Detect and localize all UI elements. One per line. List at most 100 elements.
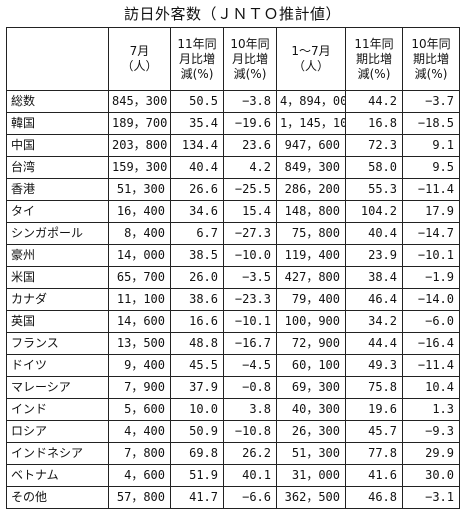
period-vs-2011-cell: 104.2 bbox=[345, 200, 403, 223]
jan-jul-visitors-cell: 849，300 bbox=[276, 156, 346, 179]
period-vs-2010-cell: −10.1 bbox=[402, 244, 460, 267]
period-vs-2011-cell: 44.4 bbox=[345, 332, 403, 355]
july-visitors-cell: 51，300 bbox=[108, 178, 171, 201]
period-vs-2010-cell: −16.4 bbox=[402, 332, 460, 355]
july-visitors-cell: 11，100 bbox=[108, 288, 171, 311]
table-header-row: 7月 （人） 11年同 月比増 減(%) 10年同 月比増 減(%) 1～7月 … bbox=[6, 27, 460, 91]
july-vs-2011-cell: 45.5 bbox=[170, 354, 224, 377]
jan-jul-visitors-cell: 427，800 bbox=[276, 266, 346, 289]
july-vs-2010-cell: 3.8 bbox=[223, 398, 277, 421]
period-vs-2010-cell: 29.9 bbox=[402, 442, 460, 465]
country-name-cell: カナダ bbox=[6, 288, 109, 311]
country-name-cell: ロシア bbox=[6, 420, 109, 443]
july-vs-2011-cell: 50.9 bbox=[170, 420, 224, 443]
country-name-cell: タイ bbox=[6, 200, 109, 223]
country-name-cell: 総数 bbox=[6, 90, 109, 113]
period-vs-2011-cell: 45.7 bbox=[345, 420, 403, 443]
period-vs-2011-cell: 49.3 bbox=[345, 354, 403, 377]
jan-jul-visitors-cell: 40，300 bbox=[276, 398, 346, 421]
period-vs-2010-cell: 9.5 bbox=[402, 156, 460, 179]
july-visitors-cell: 7，800 bbox=[108, 442, 171, 465]
table-row: 豪州 14，000 38.5 −10.0 119，400 23.9 −10.1 bbox=[6, 244, 460, 267]
july-visitors-cell: 57，800 bbox=[108, 486, 171, 509]
july-vs-2010-cell: −27.3 bbox=[223, 222, 277, 245]
july-visitors-cell: 159，300 bbox=[108, 156, 171, 179]
period-vs-2011-cell: 34.2 bbox=[345, 310, 403, 333]
july-vs-2010-cell: 23.6 bbox=[223, 134, 277, 157]
july-visitors-cell: 7，900 bbox=[108, 376, 171, 399]
table-row: ベトナム 4，600 51.9 40.1 31，000 41.6 30.0 bbox=[6, 464, 460, 487]
period-vs-2010-cell: 17.9 bbox=[402, 200, 460, 223]
jan-jul-visitors-cell: 119，400 bbox=[276, 244, 346, 267]
period-vs-2011-cell: 46.4 bbox=[345, 288, 403, 311]
jan-jul-visitors-cell: 148，800 bbox=[276, 200, 346, 223]
period-vs-2010-cell: 9.1 bbox=[402, 134, 460, 157]
july-vs-2011-cell: 34.6 bbox=[170, 200, 224, 223]
period-vs-2011-cell: 55.3 bbox=[345, 178, 403, 201]
july-vs-2010-cell: −3.5 bbox=[223, 266, 277, 289]
period-vs-2010-cell: −11.4 bbox=[402, 178, 460, 201]
visitor-statistics-table: 7月 （人） 11年同 月比増 減(%) 10年同 月比増 減(%) 1～7月 … bbox=[6, 27, 460, 509]
country-name-cell: その他 bbox=[6, 486, 109, 509]
jan-jul-visitors-cell: 1，145，100 bbox=[276, 112, 346, 135]
header-jan-jul-visitors: 1～7月 （人） bbox=[276, 27, 346, 91]
july-vs-2011-cell: 38.6 bbox=[170, 288, 224, 311]
period-vs-2011-cell: 58.0 bbox=[345, 156, 403, 179]
table-row: マレーシア 7，900 37.9 −0.8 69，300 75.8 10.4 bbox=[6, 376, 460, 399]
july-visitors-cell: 4，400 bbox=[108, 420, 171, 443]
header-period-vs-2010: 10年同 期比増 減(%) bbox=[402, 27, 460, 91]
july-vs-2011-cell: 40.4 bbox=[170, 156, 224, 179]
period-vs-2010-cell: −6.0 bbox=[402, 310, 460, 333]
period-vs-2010-cell: −11.4 bbox=[402, 354, 460, 377]
jan-jul-visitors-cell: 4，894，000 bbox=[276, 90, 346, 113]
period-vs-2010-cell: 1.3 bbox=[402, 398, 460, 421]
jan-jul-visitors-cell: 72，900 bbox=[276, 332, 346, 355]
country-name-cell: インドネシア bbox=[6, 442, 109, 465]
header-july-vs-2011: 11年同 月比増 減(%) bbox=[170, 27, 224, 91]
july-visitors-cell: 14，000 bbox=[108, 244, 171, 267]
july-vs-2010-cell: −19.6 bbox=[223, 112, 277, 135]
table-row: 香港 51，300 26.6 −25.5 286，200 55.3 −11.4 bbox=[6, 178, 460, 201]
july-vs-2010-cell: −10.0 bbox=[223, 244, 277, 267]
jan-jul-visitors-cell: 51，300 bbox=[276, 442, 346, 465]
table-row: ロシア 4，400 50.9 −10.8 26，300 45.7 −9.3 bbox=[6, 420, 460, 443]
july-vs-2011-cell: 37.9 bbox=[170, 376, 224, 399]
table-row: その他 57，800 41.7 −6.6 362，500 46.8 −3.1 bbox=[6, 486, 460, 509]
country-name-cell: シンガポール bbox=[6, 222, 109, 245]
july-visitors-cell: 65，700 bbox=[108, 266, 171, 289]
period-vs-2011-cell: 46.8 bbox=[345, 486, 403, 509]
country-name-cell: 韓国 bbox=[6, 112, 109, 135]
july-vs-2011-cell: 10.0 bbox=[170, 398, 224, 421]
jan-jul-visitors-cell: 26，300 bbox=[276, 420, 346, 443]
period-vs-2011-cell: 38.4 bbox=[345, 266, 403, 289]
july-vs-2011-cell: 16.6 bbox=[170, 310, 224, 333]
july-vs-2011-cell: 51.9 bbox=[170, 464, 224, 487]
july-vs-2010-cell: 40.1 bbox=[223, 464, 277, 487]
july-visitors-cell: 5，600 bbox=[108, 398, 171, 421]
july-vs-2010-cell: 15.4 bbox=[223, 200, 277, 223]
july-vs-2011-cell: 134.4 bbox=[170, 134, 224, 157]
july-vs-2011-cell: 41.7 bbox=[170, 486, 224, 509]
table-row: 英国 14，600 16.6 −10.1 100，900 34.2 −6.0 bbox=[6, 310, 460, 333]
period-vs-2011-cell: 23.9 bbox=[345, 244, 403, 267]
july-vs-2010-cell: −10.8 bbox=[223, 420, 277, 443]
period-vs-2011-cell: 19.6 bbox=[345, 398, 403, 421]
period-vs-2010-cell: −1.9 bbox=[402, 266, 460, 289]
july-vs-2010-cell: −6.6 bbox=[223, 486, 277, 509]
table-row: 米国 65，700 26.0 −3.5 427，800 38.4 −1.9 bbox=[6, 266, 460, 289]
july-vs-2011-cell: 26.6 bbox=[170, 178, 224, 201]
july-vs-2010-cell: −3.8 bbox=[223, 90, 277, 113]
country-name-cell: 英国 bbox=[6, 310, 109, 333]
jan-jul-visitors-cell: 947，600 bbox=[276, 134, 346, 157]
period-vs-2010-cell: −9.3 bbox=[402, 420, 460, 443]
period-vs-2010-cell: 30.0 bbox=[402, 464, 460, 487]
country-name-cell: 中国 bbox=[6, 134, 109, 157]
table-row: シンガポール 8，400 6.7 −27.3 75，800 40.4 −14.7 bbox=[6, 222, 460, 245]
july-vs-2010-cell: −23.3 bbox=[223, 288, 277, 311]
july-vs-2011-cell: 38.5 bbox=[170, 244, 224, 267]
period-vs-2011-cell: 75.8 bbox=[345, 376, 403, 399]
header-period-vs-2011: 11年同 期比増 減(%) bbox=[345, 27, 403, 91]
table-body: 総数845，30050.5−3.84，894，00044.2−3.7韓国189，… bbox=[6, 90, 460, 509]
